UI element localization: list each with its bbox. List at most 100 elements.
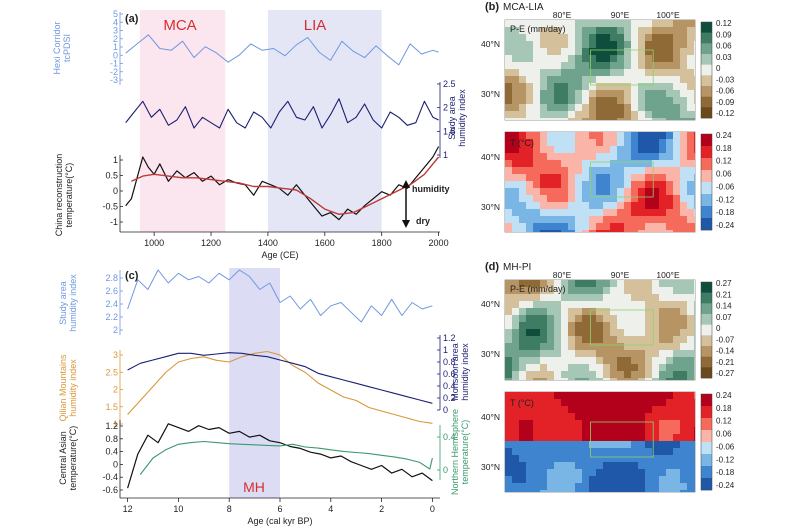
panel-d-t-map-cell [645,462,652,469]
panel-a-x-tick-label: 2000 [429,238,449,248]
panel-b-t-map-cell [631,153,638,160]
panel-b-pe-map-cell [596,97,603,104]
panel-d-t-map-cell [652,483,659,490]
panel-d-pe-map-cell [554,322,561,329]
panel-d-pe-map-cell [673,329,680,336]
panel-d-pe-map-cell [666,329,673,336]
panel-b-t-map-cell [519,195,526,202]
panel-b-t-map-cell [547,202,554,209]
panel-d-pe-map-cell [673,350,680,357]
panel-d-pe-map-cell [694,329,695,336]
central-asian-axis-title: Central Asian temperature(°C) [58,426,78,491]
panel-b-t-map-cell [659,146,666,153]
panel-d-pe-map-cell [554,371,561,378]
panel-d-t-map-cell [568,406,575,413]
panel-b-pe-map-cell [687,34,694,41]
panel-d-t-map-cell [596,434,603,441]
panel-d-t-map-cell [596,455,603,462]
panel-d-pe-map-cell [526,371,533,378]
panel-d-pe-map-cell [582,294,589,301]
panel-d-pe-map-cell [596,357,603,364]
panel-d-t-map-cell [554,406,561,413]
panel-b-t-map-cell [589,146,596,153]
panel-d-t-map-cell [589,490,596,492]
panel-b-t-map-cell [512,181,519,188]
panel-b-pe-colorbar-tick-label: 0.06 [716,42,732,51]
panel-c-x-tick-label: 8 [227,504,232,514]
panel-b-t-map-cell [659,181,666,188]
panel-b-t-map-cell [554,160,561,167]
panel-b-pe-map-cell [547,97,554,104]
panel-b-pe-map-cell [680,90,687,97]
panel-b-t-map-cell [645,132,652,139]
panel-d-t-map-cell [687,483,694,490]
panel-b-pe-map-cell [533,76,540,83]
panel-d-t-map-cell [610,462,617,469]
panel-d-pe-map-cell [645,308,652,315]
panel-b-pe-map-cell [666,118,673,120]
panel-b-t-map-cell [617,132,624,139]
panel-b-t-map-cell [575,195,582,202]
panel-d-t-map-cell [680,483,687,490]
panel-b-pe-map-cell [589,118,596,120]
panel-d-t-map-cell [547,420,554,427]
panel-b-pe-map-cell [568,83,575,90]
panel-d-t-map-cell [568,448,575,455]
panel-d-pe-map-cell [575,301,582,308]
panel-d-t-map-cell [589,448,596,455]
panel-d-pe-map-cell [624,357,631,364]
panel-d-t-map-cell [638,420,645,427]
panel-d-t-map-cell [575,441,582,448]
panel-d-t-map-cell [624,476,631,483]
panel-b-pe-map-cell [610,76,617,83]
panel-d-t-map-cell [687,413,694,420]
panel-d-t-map-cell [547,448,554,455]
panel-b-t-map-cell [568,174,575,181]
panel-d-t-map-cell [526,413,533,420]
panel-b-t-map-cell [554,188,561,195]
panel-b-t-colorbar-swatch [701,158,712,171]
panel-b-t-map-title: T (°C) [510,138,534,148]
mh-label: MH [243,479,265,495]
panel-d-pe-map-cell [631,280,638,287]
panel-d-t-map-cell [631,392,638,399]
panel-d-t-map-cell [624,413,631,420]
panel-b-t-map-cell [582,216,589,223]
panel-b-pe-map-cell [582,27,589,34]
panel-b-t-map-cell [673,167,680,174]
panel-d-pe-map-cell [624,364,631,371]
panel-b-pe-map-cell [533,97,540,104]
panel-b-pe-map-cell [575,62,582,69]
panel-d-pe-map-cell [645,357,652,364]
panel-d-t-map-cell [617,448,624,455]
panel-b-t-map-cell [512,160,519,167]
panel-b-t-map-cell [694,139,695,146]
panel-b-t-map-cell [568,167,575,174]
panel-b-pe-map-cell [554,27,561,34]
panel-b-t-map-cell [603,153,610,160]
panel-b-pe-map-cell [624,111,631,118]
panel-d-pe-map-cell [617,364,624,371]
qilian-axis-title: Qilian Mountains humidity index [58,354,78,422]
panel-b-pe-map-cell [666,41,673,48]
panel-b-t-map-cell [596,223,603,230]
panel-b-t-map-cell [540,174,547,181]
panel-d-pe-map-cell [617,378,624,380]
panel-b-pe-map-cell [561,69,568,76]
panel-b-pe-map-cell [645,111,652,118]
panel-d-t-map-cell [540,476,547,483]
monsoon-axis-tick-label: 0 [443,405,448,415]
panel-d-pe-map-cell [687,336,694,343]
panel-b-pe-map-cell [680,76,687,83]
panel-b-t-map-cell [505,181,512,188]
panel-d-pe-map-cell [631,315,638,322]
panel-d-pe-map-cell [526,322,533,329]
panel-d-t-map-cell [617,483,624,490]
panel-b-pe-map-cell [561,62,568,69]
panel-b-pe-map-cell [519,27,526,34]
panel-d-t-map-cell [624,469,631,476]
panel-d-t-map-cell [673,490,680,492]
panel-d-pe-map-cell [561,301,568,308]
panel-d-pe-colorbar-swatch [701,314,712,325]
panel-d-pe-map-cell [652,378,659,380]
